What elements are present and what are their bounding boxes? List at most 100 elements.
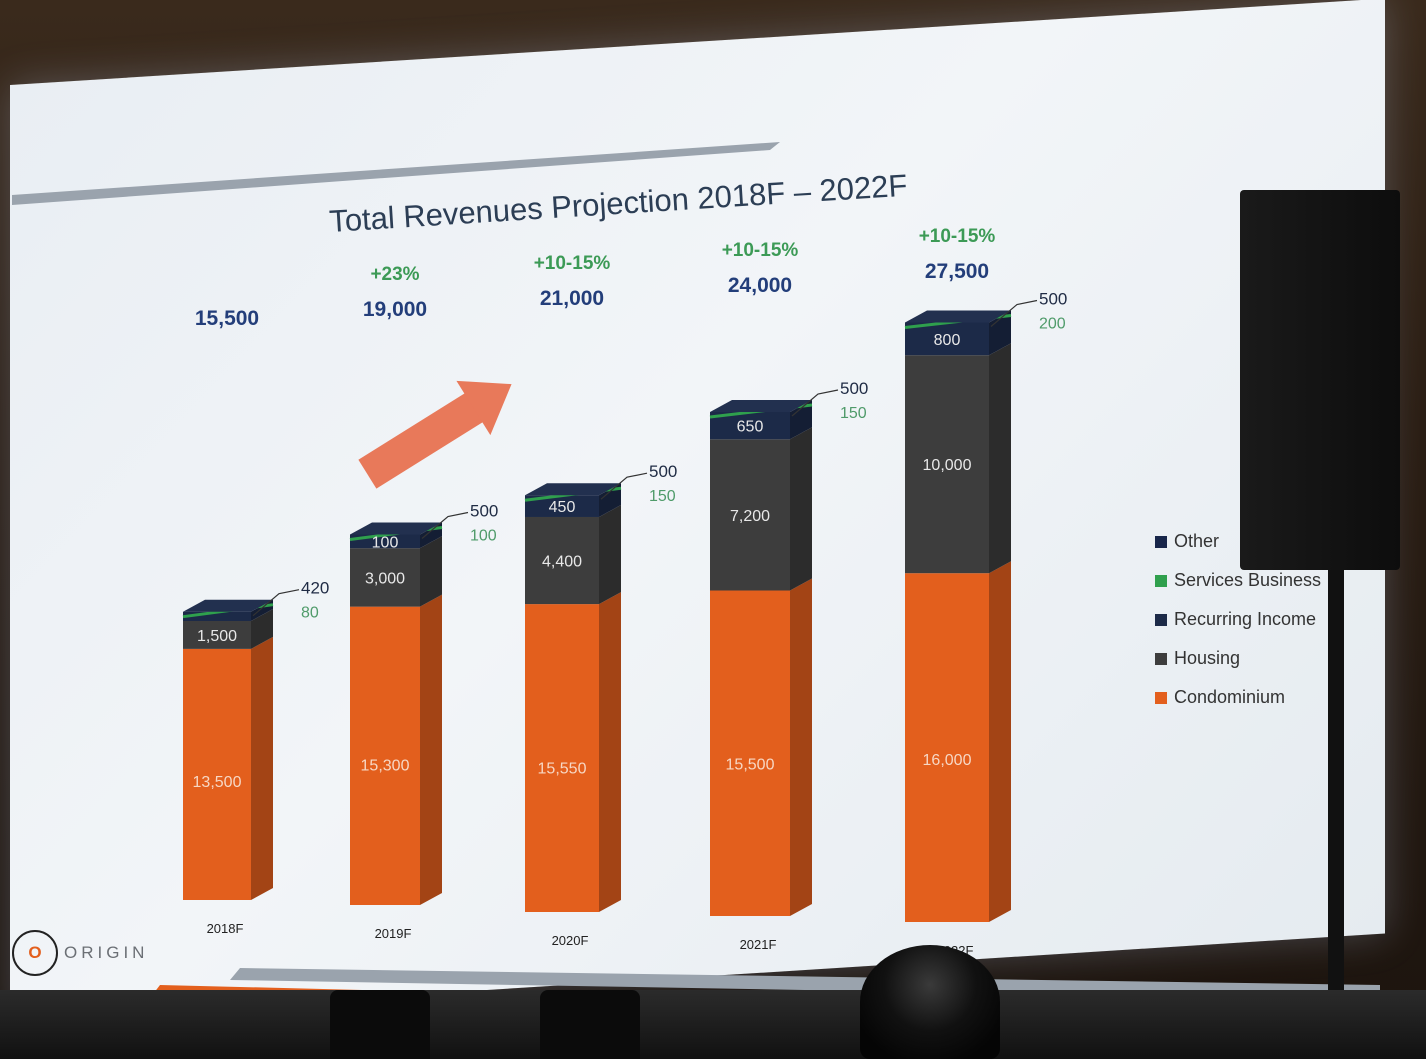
legend-label-services-business: Services Business — [1174, 570, 1321, 590]
legend-label-other: Other — [1174, 531, 1219, 551]
bar-housing-2022F — [905, 355, 989, 574]
bar-housing-2018F — [183, 621, 251, 649]
bar-top-2021F — [710, 400, 812, 412]
bar-top-2019F — [350, 522, 442, 535]
bar-side-recurring-income-2020F — [599, 483, 621, 517]
category-label-2020F: 2020F — [552, 933, 589, 948]
growth-2020F: +10-15% — [534, 253, 611, 274]
legend-label-housing: Housing — [1174, 648, 1240, 668]
bar-top-2020F — [525, 483, 621, 496]
callout-services-2022F: 200 — [1039, 316, 1066, 333]
segment-label-condominium-2022F: 16,000 — [923, 752, 972, 769]
bar-housing-2020F — [525, 516, 599, 605]
legend-swatch-other — [1155, 536, 1167, 548]
bar-side-recurring-income-2022F — [989, 310, 1011, 356]
bar-recurring-income-2018F — [183, 611, 251, 621]
segment-label-recurring-income-2022F: 800 — [934, 332, 961, 349]
bar-side-housing-2022F — [989, 343, 1011, 574]
bar-side-condominium-2022F — [989, 561, 1011, 922]
bar-housing-2019F — [350, 548, 420, 607]
total-2022F: 27,500 — [925, 260, 989, 283]
audience-chair — [540, 990, 640, 1059]
origin-logo-text: ORIGIN — [64, 943, 149, 962]
segment-label-housing-2018F: 1,500 — [197, 628, 237, 645]
segment-label-condominium-2018F: 13,500 — [193, 774, 242, 791]
callout-line-2020F — [600, 472, 648, 500]
bar-condominium-2018F — [183, 648, 251, 900]
segment-label-condominium-2020F: 15,550 — [538, 760, 587, 777]
callout-other-2019F: 500 — [470, 502, 498, 521]
bar-side-housing-2018F — [251, 609, 273, 649]
legend-swatch-services-business — [1155, 575, 1167, 587]
segment-label-recurring-income-2019F: 100 — [372, 534, 399, 551]
legend-label-condominium: Condominium — [1174, 687, 1285, 707]
category-label-2021F: 2021F — [740, 937, 777, 952]
header-bar — [12, 142, 780, 205]
bar-condominium-2020F — [525, 604, 599, 912]
chart-title: Total Revenues Projection 2018F – 2022F — [328, 168, 908, 239]
bar-housing-2021F — [710, 439, 790, 591]
stage-floor — [0, 990, 1426, 1059]
bar-side-condominium-2021F — [790, 578, 812, 916]
growth-2022F: +10-15% — [919, 226, 996, 247]
callout-other-2020F: 500 — [649, 462, 677, 481]
growth-2021F: +10-15% — [722, 240, 799, 261]
origin-logo-mark: O — [12, 930, 58, 976]
bar-top-2022F — [905, 310, 1011, 323]
bar-recurring-income-2022F — [905, 322, 989, 356]
callout-line-2018F — [252, 589, 300, 617]
callout-line-2019F — [421, 511, 469, 539]
callout-line-2022F — [990, 299, 1038, 327]
audience-chair — [330, 990, 430, 1059]
legend-swatch-condominium — [1155, 692, 1167, 704]
bar-stack-2021F: 15,500 7,200 650 500 150 24,000 +10-15% 2021F — [709, 240, 868, 952]
callout-line-2021F — [791, 389, 839, 417]
callout-other-2018F: 420 — [301, 579, 329, 598]
legend-label-recurring-income: Recurring Income — [1174, 609, 1316, 629]
total-2021F: 24,000 — [728, 274, 792, 297]
segment-label-housing-2020F: 4,400 — [542, 554, 582, 571]
segment-label-condominium-2019F: 15,300 — [361, 758, 410, 775]
callout-services-2018F: 80 — [301, 605, 319, 622]
bar-side-condominium-2018F — [251, 636, 273, 900]
speaker-cabinet — [1240, 190, 1400, 570]
bar-top-2018F — [183, 599, 273, 612]
segment-label-condominium-2021F: 15,500 — [726, 757, 775, 774]
trend-arrow — [358, 380, 512, 489]
callout-services-2020F: 150 — [649, 488, 676, 505]
bar-condominium-2019F — [350, 606, 420, 905]
bar-side-condominium-2019F — [420, 594, 442, 905]
total-2019F: 19,000 — [363, 298, 427, 321]
legend-swatch-recurring-income — [1155, 614, 1167, 626]
total-2018F: 15,500 — [195, 307, 259, 330]
bar-side-housing-2019F — [420, 536, 442, 607]
legend-swatch-housing — [1155, 653, 1167, 665]
bars-layer: 13,500 1,500 420 80 15,500 2018F 15,300 3,000 10… — [182, 226, 1067, 958]
bar-side-recurring-income-2021F — [790, 400, 812, 440]
bar-condominium-2021F — [710, 590, 790, 916]
callout-services-2021F: 150 — [840, 405, 867, 422]
callout-other-2021F: 500 — [840, 379, 868, 398]
bar-condominium-2022F — [905, 573, 989, 922]
callout-services-2019F: 100 — [470, 528, 497, 545]
bar-side-housing-2020F — [599, 504, 621, 605]
callout-other-2022F: 500 — [1039, 290, 1067, 309]
category-label-2019F: 2019F — [375, 926, 412, 941]
origin-logo: O ORIGIN — [12, 930, 148, 976]
segment-label-recurring-income-2020F: 450 — [549, 499, 576, 516]
bar-side-housing-2021F — [790, 427, 812, 591]
legend: Other Services Business Recurring Income Ho… — [1155, 531, 1321, 707]
growth-2019F: +23% — [370, 264, 419, 285]
bar-recurring-income-2020F — [525, 495, 599, 517]
total-2020F: 21,000 — [540, 287, 604, 310]
category-label-2018F: 2018F — [207, 921, 244, 936]
segment-label-housing-2022F: 10,000 — [923, 457, 972, 474]
bar-side-condominium-2020F — [599, 592, 621, 912]
bar-stack-2019F: 15,300 3,000 100 500 100 19,000 +23% 2019F — [349, 264, 498, 941]
bar-stack-2020F: 15,550 4,400 450 500 150 21,000 +10-15% 2020F — [524, 253, 677, 948]
stage-light — [860, 945, 1000, 1059]
segment-label-housing-2021F: 7,200 — [730, 508, 770, 525]
segment-label-recurring-income-2021F: 650 — [737, 419, 764, 436]
